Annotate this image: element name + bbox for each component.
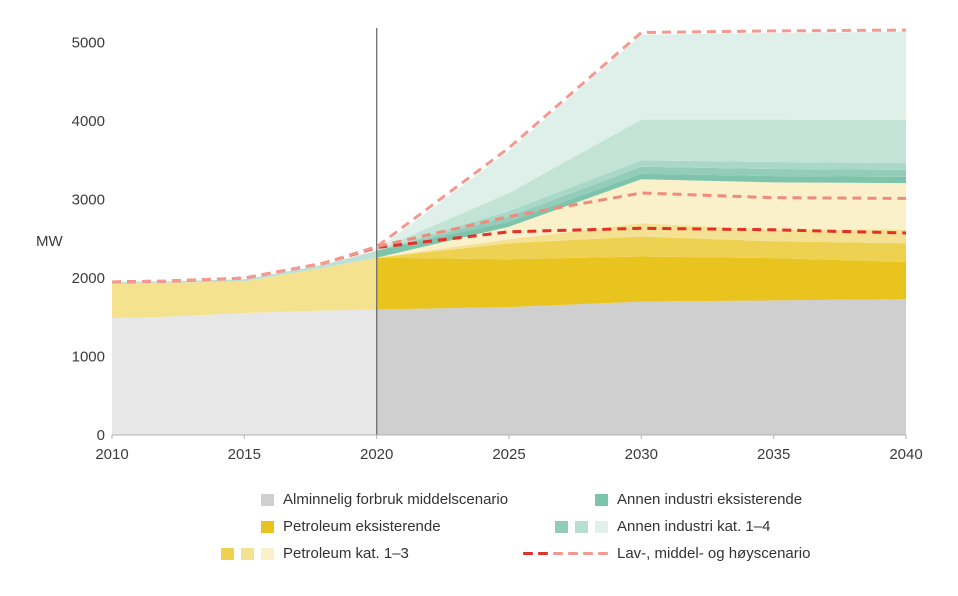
legend-item-petroleum-kat-1-3: Petroleum kat. 1–3 (218, 540, 508, 567)
gray-area-swatch (218, 493, 274, 506)
y-tick-label: 2000 (72, 270, 105, 287)
x-tick-label: 2035 (757, 446, 790, 463)
color-swatch (595, 520, 608, 533)
x-tick-label: 2015 (228, 446, 261, 463)
y-tick-label: 4000 (72, 113, 105, 130)
band-petroleum-kat-3 (112, 179, 906, 284)
color-swatch (595, 493, 608, 506)
color-swatch (261, 547, 274, 560)
legend-item-scenarios: Lav-, middel- og høyscenario (523, 540, 811, 567)
dash-segment (523, 552, 533, 555)
legend-label: Lav-, middel- og høyscenario (617, 545, 811, 562)
line-hoyscenario (111, 28, 907, 284)
chart-canvas: 2010 2015 2020 2025 2030 2035 2040 0 1000 2000 300… (36, 20, 923, 463)
y-tick-label: 0 (97, 427, 105, 444)
y-tick-label: 1000 (72, 349, 105, 366)
legend-label: Petroleum eksisterende (283, 518, 441, 535)
color-swatch (261, 520, 274, 533)
chart-legend-left: Alminnelig forbruk middelscenario Petrol… (218, 486, 508, 567)
legend-item-alminnelig-forbruk: Alminnelig forbruk middelscenario (218, 486, 508, 513)
dash-segment (553, 552, 563, 555)
x-tick-label: 2020 (360, 446, 393, 463)
legend-label: Petroleum kat. 1–3 (283, 545, 409, 562)
yellow-areas-swatch (218, 547, 274, 560)
band-petroleum-kat-1 (112, 236, 906, 284)
legend-label: Annen industri kat. 1–4 (617, 518, 771, 535)
band-annen-industri-kat-3 (112, 119, 906, 282)
color-swatch (261, 493, 274, 506)
y-tick-label: 5000 (72, 35, 105, 52)
chart-legend-right: Annen industri eksisterende Annen indust… (523, 486, 811, 567)
dash-segment (598, 552, 608, 555)
historical-shade (112, 20, 377, 435)
legend-label: Alminnelig forbruk middelscenario (283, 491, 509, 508)
band-annen-industri-kat-4 (112, 31, 906, 283)
teal-area-swatch (552, 493, 608, 506)
y-tick-label: 3000 (72, 192, 105, 209)
color-swatch (241, 547, 254, 560)
color-swatch (555, 520, 568, 533)
x-tick-label: 2010 (95, 446, 128, 463)
x-tick-label: 2030 (625, 446, 658, 463)
legend-item-annen-industri-eksisterende: Annen industri eksisterende (552, 486, 810, 513)
gold-area-swatch (218, 520, 274, 533)
x-tick-label: 2025 (492, 446, 525, 463)
band-petroleum-kat-2 (112, 223, 906, 284)
teal-areas-swatch (552, 520, 608, 533)
dash-segment (568, 552, 578, 555)
dashed-line-icon (523, 552, 608, 555)
legend-item-annen-industri-kat-1-4: Annen industri kat. 1–4 (552, 513, 810, 540)
x-tick-label: 2040 (889, 446, 922, 463)
legend-item-petroleum-eksisterende: Petroleum eksisterende (218, 513, 508, 540)
dash-segment (538, 552, 548, 555)
y-axis-label: MW (36, 233, 63, 250)
legend-label: Annen industri eksisterende (617, 491, 803, 508)
color-swatch (221, 547, 234, 560)
dash-segment (583, 552, 593, 555)
color-swatch (575, 520, 588, 533)
